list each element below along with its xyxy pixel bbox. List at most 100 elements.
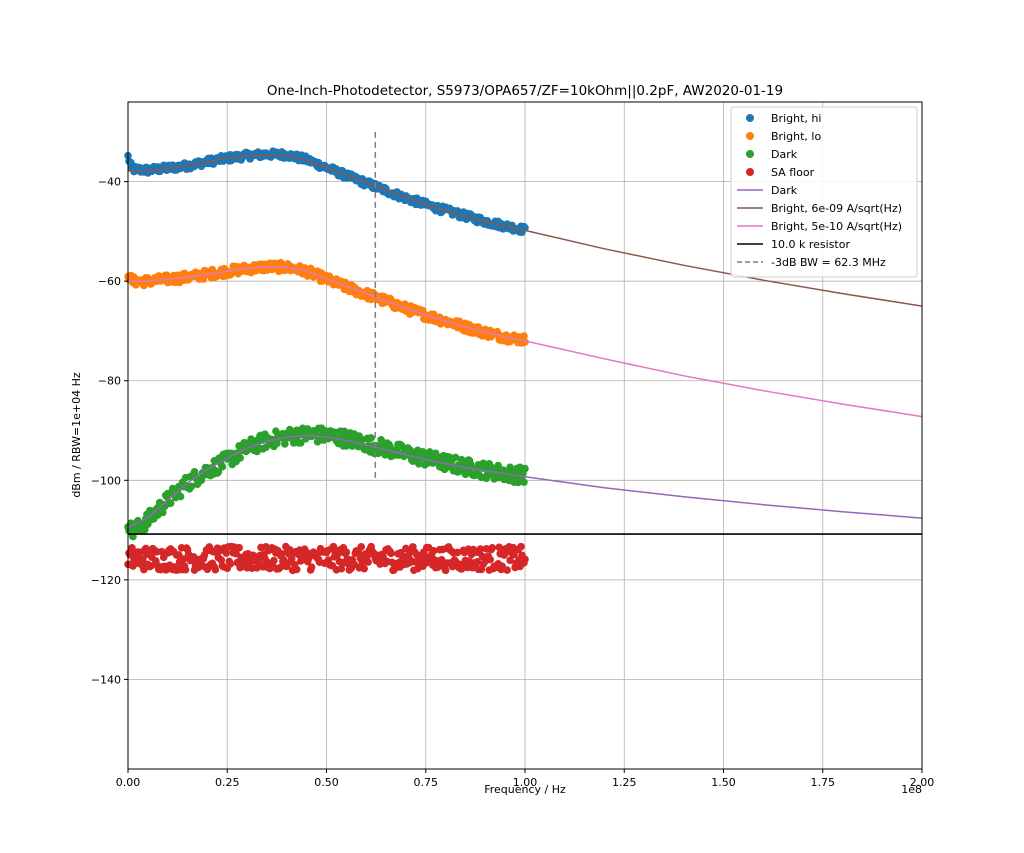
x-tick-label: 1.75 xyxy=(811,776,836,789)
y-axis-label: dBm / RBW=1e+04 Hz xyxy=(70,372,83,498)
data-point xyxy=(429,547,438,555)
x-tick-label: 0.50 xyxy=(314,776,339,789)
legend-marker xyxy=(746,168,754,176)
data-point xyxy=(235,543,243,552)
scatter-series-4 xyxy=(124,542,529,575)
data-point xyxy=(329,542,338,551)
legend-label: Dark xyxy=(771,148,798,161)
data-point xyxy=(520,478,528,486)
legend-label: Dark xyxy=(771,184,798,197)
data-point xyxy=(453,548,462,557)
data-point xyxy=(415,460,423,468)
data-point xyxy=(387,549,395,558)
y-tick-label: −100 xyxy=(91,474,121,487)
data-point xyxy=(236,454,244,462)
data-point xyxy=(214,468,223,476)
data-point xyxy=(139,555,147,564)
data-point xyxy=(506,556,514,565)
data-point xyxy=(360,564,369,573)
data-point xyxy=(521,464,529,473)
data-point xyxy=(432,452,441,460)
y-tick-label: −40 xyxy=(98,176,121,189)
data-point xyxy=(296,439,305,447)
data-point xyxy=(273,439,281,448)
data-point xyxy=(187,482,196,491)
data-point xyxy=(211,565,220,574)
data-point xyxy=(517,542,525,551)
data-point xyxy=(281,440,289,448)
chart-title: One-Inch-Photodetector, S5973/OPA657/ZF=… xyxy=(267,83,783,99)
data-point xyxy=(128,544,136,552)
legend-label: 10.0 k resistor xyxy=(771,238,850,251)
data-point xyxy=(476,545,485,553)
data-point xyxy=(520,332,528,340)
legend-marker xyxy=(746,150,754,158)
legend: Bright, hi Bright, lo Dark SA floor Dark Brig… xyxy=(730,106,918,278)
data-point xyxy=(510,550,518,559)
x-tick-label: 1.25 xyxy=(612,776,637,789)
data-point xyxy=(141,525,149,534)
data-point xyxy=(503,566,511,574)
data-point xyxy=(486,555,495,564)
data-point xyxy=(222,549,231,557)
data-point xyxy=(425,448,434,456)
data-point xyxy=(218,463,227,471)
legend-label: SA floor xyxy=(771,166,815,179)
legend-item: Bright, 5e-10 A/sqrt(Hz) xyxy=(737,220,902,233)
legend-marker xyxy=(746,114,754,122)
data-point xyxy=(357,543,366,551)
data-point xyxy=(158,508,167,517)
data-point xyxy=(270,556,278,565)
legend-item: Bright, hi xyxy=(746,112,821,125)
line-series-1 xyxy=(127,434,923,529)
legend-box xyxy=(730,106,918,278)
legend-item: Dark xyxy=(737,184,798,197)
x-axis-offset-label: 1e8 xyxy=(901,783,922,796)
legend-label: Bright, lo xyxy=(771,130,821,143)
data-point xyxy=(287,554,296,563)
data-point xyxy=(147,562,155,570)
data-point xyxy=(367,434,375,442)
data-point xyxy=(181,565,190,574)
data-point xyxy=(342,442,351,450)
legend-item: Bright, 6e-09 A/sqrt(Hz) xyxy=(737,202,902,215)
legend-label: Bright, 5e-10 A/sqrt(Hz) xyxy=(771,220,902,233)
legend-item: 10.0 k resistor xyxy=(737,238,850,251)
data-point xyxy=(226,560,235,568)
data-point xyxy=(451,453,460,462)
x-tick-label: 0.25 xyxy=(215,776,240,789)
plot-area xyxy=(124,131,923,575)
legend-label: -3dB BW = 62.3 MHz xyxy=(771,256,886,269)
legend-item: -3dB BW = 62.3 MHz xyxy=(737,256,886,269)
x-tick-label: 1.50 xyxy=(711,776,736,789)
data-point xyxy=(217,556,226,564)
x-tick-label: 0.75 xyxy=(414,776,439,789)
x-tick-label: 1.00 xyxy=(513,776,538,789)
data-point xyxy=(441,566,450,575)
data-point xyxy=(292,565,301,574)
data-point xyxy=(280,556,288,564)
data-point xyxy=(166,499,175,508)
data-point xyxy=(140,565,148,574)
legend-label: Bright, 6e-09 A/sqrt(Hz) xyxy=(771,202,902,215)
legend-item: Bright, lo xyxy=(746,130,821,143)
data-point xyxy=(494,461,503,470)
data-point xyxy=(262,443,270,452)
y-tick-label: −60 xyxy=(98,275,121,288)
data-point xyxy=(176,492,185,501)
data-point xyxy=(307,563,316,572)
data-point xyxy=(473,558,482,566)
data-point xyxy=(278,549,286,558)
data-point xyxy=(521,555,529,564)
y-tick-label: −80 xyxy=(98,375,121,388)
line-series-2 xyxy=(128,154,923,307)
data-point xyxy=(179,555,188,563)
line-series-3 xyxy=(128,266,923,418)
legend-marker xyxy=(746,132,754,140)
x-tick-label: 2.00 xyxy=(910,776,935,789)
x-tick-label: 0.00 xyxy=(116,776,141,789)
legend-label: Bright, hi xyxy=(771,112,821,125)
legend-item: SA floor xyxy=(746,166,815,179)
legend-item: Dark xyxy=(746,148,798,161)
